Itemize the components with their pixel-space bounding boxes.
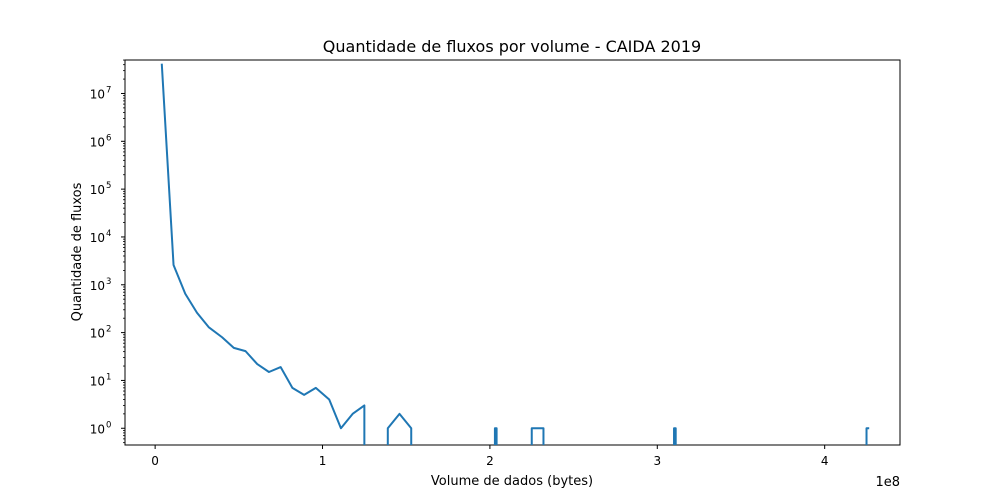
y-tick-exponent: 5 (106, 181, 111, 191)
y-tick-label: 10 (90, 135, 105, 149)
y-axis-label: Quantidade de fluxos (70, 182, 85, 321)
y-tick-label: 10 (90, 279, 105, 293)
y-tick-label: 10 (90, 183, 105, 197)
y-tick-label: 10 (90, 87, 105, 101)
y-tick-exponent: 2 (106, 325, 111, 335)
x-tick-label: 1 (319, 454, 327, 468)
x-tick-label: 2 (486, 454, 494, 468)
y-tick-exponent: 4 (106, 229, 111, 239)
x-axis: 0 1 2 3 4 (151, 445, 828, 468)
x-tick-label: 4 (821, 454, 829, 468)
y-tick-exponent: 3 (106, 277, 111, 287)
y-tick-label: 10 (90, 327, 105, 341)
y-tick-exponent: 7 (106, 85, 111, 95)
series-layer (160, 63, 870, 445)
y-tick-exponent: 1 (106, 372, 111, 382)
x-axis-offset-label: 1e8 (875, 475, 900, 490)
chart-title: Quantidade de fluxos por volume - CAIDA … (323, 37, 701, 56)
plot-area-frame (124, 59, 901, 446)
series-line (160, 63, 870, 445)
y-tick-label: 10 (90, 231, 105, 245)
y-tick-label: 10 (90, 422, 105, 436)
x-tick-label: 3 (653, 454, 661, 468)
y-tick-label: 10 (90, 374, 105, 388)
x-tick-label: 0 (151, 454, 159, 468)
y-tick-exponent: 6 (106, 133, 111, 143)
x-axis-label: Volume de dados (bytes) (431, 474, 593, 489)
y-tick-exponent: 0 (106, 420, 111, 430)
